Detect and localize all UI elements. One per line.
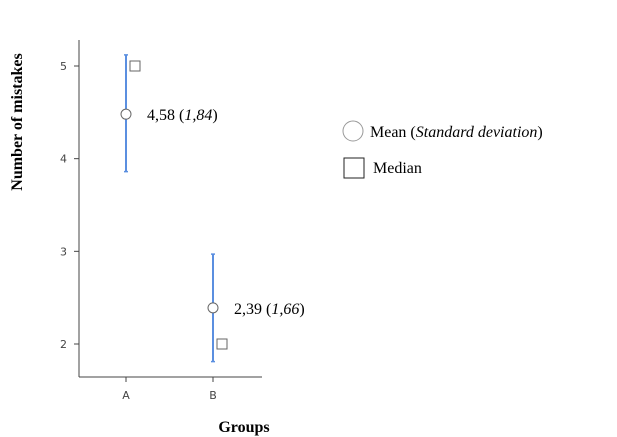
legend-mean-suffix: ) [537,124,542,141]
sd-value-text: 1,66 [271,301,299,318]
closing-paren-text: ) [299,301,304,318]
mean-sd-label: 2,39 (1,66) [234,301,305,318]
median-marker [216,338,228,350]
y-tick-label: 4 [60,153,67,166]
x-tick-label: B [209,389,217,402]
legend: Mean (Standard deviation) Median [342,120,543,179]
mean-value-text: 2,39 ( [234,301,271,318]
legend-mean-prefix: Mean ( [370,124,416,141]
mean-sd-label: 4,58 (1,84) [147,107,218,124]
legend-mean-italic: Standard deviation [416,124,538,141]
y-axis-title: Number of mistakes [9,53,26,190]
x-axis-title: Groups [218,419,269,436]
legend-median-marker [343,157,365,179]
legend-mean-marker [342,120,364,142]
y-tick-label: 2 [60,338,67,351]
mean-value-text: 4,58 ( [147,107,184,124]
x-tick-label: A [122,389,130,402]
mean-marker [120,108,132,120]
mean-marker [207,302,219,314]
legend-median-label: Median [373,160,422,177]
chart-marks: 4,58 (1,84)2,39 (1,66) [120,54,305,363]
y-tick-label: 3 [60,245,67,258]
sd-value-text: 1,84 [184,107,212,124]
y-axis: 2 3 4 5 [60,40,80,377]
closing-paren-text: ) [212,107,217,124]
legend-mean-label: Mean (Standard deviation) [370,124,543,141]
y-tick-label: 5 [60,60,67,73]
median-marker [129,60,141,72]
